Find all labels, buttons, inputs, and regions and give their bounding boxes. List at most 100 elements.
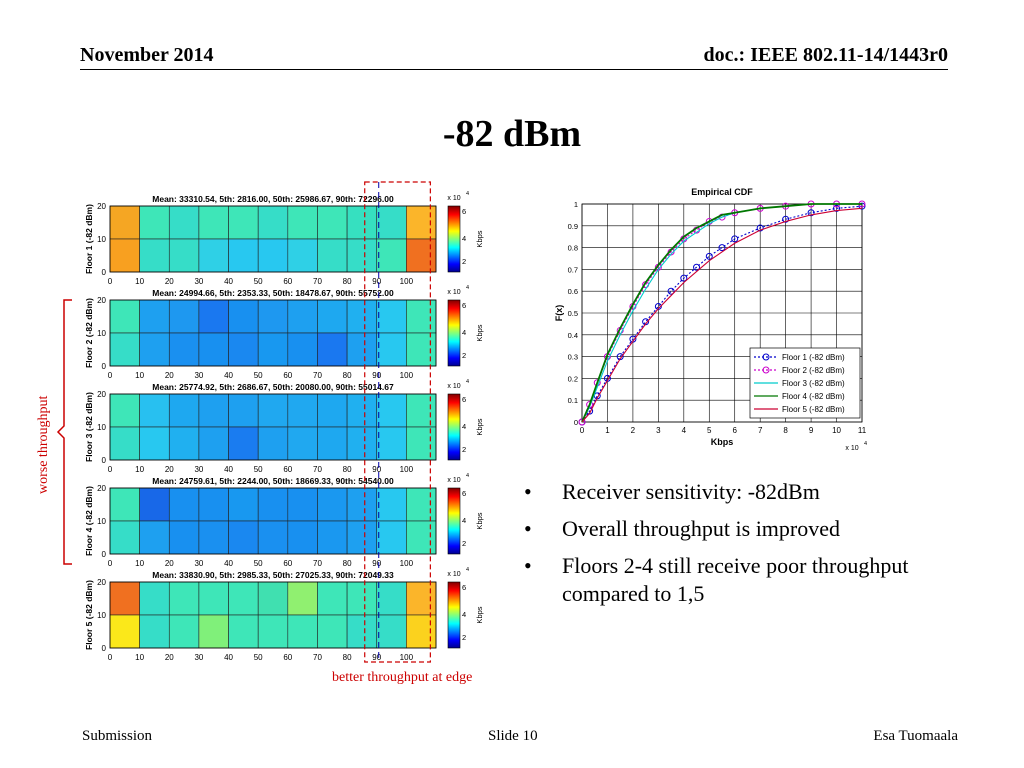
colorbar <box>447 299 461 367</box>
x-tick-label: 60 <box>283 465 292 474</box>
x-tick-label: 7 <box>758 426 763 435</box>
heatmap-cell <box>139 614 170 649</box>
legend-entry: Floor 1 (-82 dBm) <box>782 353 845 362</box>
series-line <box>581 207 863 423</box>
x-tick-label: 60 <box>283 653 292 662</box>
x-tick-label: 50 <box>254 277 263 286</box>
heatmap-cell <box>406 487 437 522</box>
heatmap-cell <box>139 487 170 522</box>
heatmap-cell <box>406 614 437 649</box>
colorbar-exp-power: 4 <box>466 567 469 573</box>
series-point <box>693 263 701 271</box>
heatmap-cell <box>346 581 378 616</box>
x-tick-label: 70 <box>313 559 322 568</box>
heatmap-cell <box>139 520 170 555</box>
heatmap-cell <box>228 332 259 367</box>
colorbar <box>447 581 461 649</box>
x-tick-label: 40 <box>224 371 233 380</box>
x-tick-label: 40 <box>224 559 233 568</box>
heatmap-cell <box>287 238 318 273</box>
y-tick-label: 0.9 <box>568 222 578 231</box>
x-tick-label: 5 <box>707 426 712 435</box>
x-tick-label: 11 <box>858 426 867 435</box>
heatmap-cell <box>109 426 140 461</box>
legend-entry: Floor 4 (-82 dBm) <box>782 392 845 401</box>
heatmap-cell <box>317 299 348 334</box>
heatmap-cell <box>317 520 348 555</box>
heatmap-cell <box>346 332 378 367</box>
x-tick-label: 6 <box>733 426 738 435</box>
colorbar-tick: 2 <box>462 633 466 642</box>
colorbar-tick: 6 <box>462 207 466 216</box>
heatmap-cell <box>287 426 318 461</box>
panel-title: Mean: 33830.90, 5th: 2985.33, 50th: 2702… <box>152 570 394 580</box>
x-tick-label: 0 <box>108 653 113 662</box>
heatmap-cell <box>257 205 289 240</box>
y-tick-label: 0.1 <box>568 396 578 405</box>
colorbar-tick: 4 <box>462 328 466 337</box>
x-axis-label: Kbps <box>711 437 734 447</box>
x-multiplier: x 10 <box>845 445 858 452</box>
heatmap-cell <box>376 205 407 240</box>
bullet-item: Overall throughput is improved <box>520 515 940 543</box>
y-tick-label: 0.5 <box>568 309 578 318</box>
y-tick-label: 20 <box>97 390 106 399</box>
x-tick-label: 50 <box>254 653 263 662</box>
footer-left: Submission <box>82 728 153 744</box>
colorbar-exp-power: 4 <box>466 473 469 479</box>
x-tick-label: 50 <box>254 559 263 568</box>
y-tick-label: 20 <box>97 484 106 493</box>
y-axis-label: F(x) <box>554 305 564 322</box>
heatmap-cell <box>376 614 407 649</box>
y-tick-label: 10 <box>97 423 106 432</box>
heatmap-cell <box>168 332 200 367</box>
heatmap-panel: Mean: 33830.90, 5th: 2985.33, 50th: 2702… <box>84 567 484 662</box>
x-tick-label: 20 <box>165 653 174 662</box>
series-point <box>680 274 688 282</box>
x-tick-label: 0 <box>108 465 113 474</box>
heatmap-cell <box>317 426 348 461</box>
heatmap-cell <box>406 393 437 428</box>
heatmap-cell <box>228 299 259 334</box>
series-line <box>581 205 863 423</box>
colorbar-exp: x 10 <box>447 195 460 202</box>
x-tick-label: 20 <box>165 371 174 380</box>
heatmap-cell <box>228 487 259 522</box>
colorbar-tick: 4 <box>462 610 466 619</box>
colorbar-label: Kbps <box>475 230 484 247</box>
y-tick-label: 0.4 <box>568 331 578 340</box>
heatmap-panel: Mean: 24994.66, 5th: 2353.33, 50th: 1847… <box>84 285 484 380</box>
heatmap-cell <box>287 332 318 367</box>
colorbar-tick: 4 <box>462 234 466 243</box>
heatmap-cell <box>168 614 200 649</box>
x-tick-label: 10 <box>135 465 144 474</box>
x-tick-label: 100 <box>400 653 414 662</box>
heatmap-cell <box>109 205 140 240</box>
y-tick-label: 10 <box>97 517 106 526</box>
header-rule <box>80 69 948 70</box>
colorbar-tick: 2 <box>462 257 466 266</box>
heatmap-cell <box>257 487 289 522</box>
x-tick-label: 60 <box>283 371 292 380</box>
colorbar-exp: x 10 <box>447 289 460 296</box>
x-tick-label: 30 <box>194 277 203 286</box>
series-point <box>756 224 764 232</box>
legend-marker <box>762 353 770 361</box>
x-tick-label: 100 <box>400 559 414 568</box>
y-tick-label: 20 <box>97 296 106 305</box>
panel-ylabel: Floor 1 (-82 dBm) <box>84 204 94 274</box>
x-tick-label: 50 <box>254 465 263 474</box>
x-tick-label: 10 <box>135 371 144 380</box>
x-tick-label: 70 <box>313 465 322 474</box>
panel-title: Mean: 24759.61, 5th: 2244.00, 50th: 1866… <box>152 476 394 486</box>
legend-entry: Floor 3 (-82 dBm) <box>782 379 845 388</box>
heatmap-cell <box>317 581 348 616</box>
heatmap-cell <box>376 393 407 428</box>
heatmap-cell <box>376 299 407 334</box>
worse-bracket <box>56 299 72 565</box>
x-tick-label: 10 <box>135 559 144 568</box>
heatmap-cell <box>139 299 170 334</box>
y-tick-label: 0.6 <box>568 287 578 296</box>
heatmap-cell <box>168 393 200 428</box>
footer-center: Slide 10 <box>488 728 538 744</box>
